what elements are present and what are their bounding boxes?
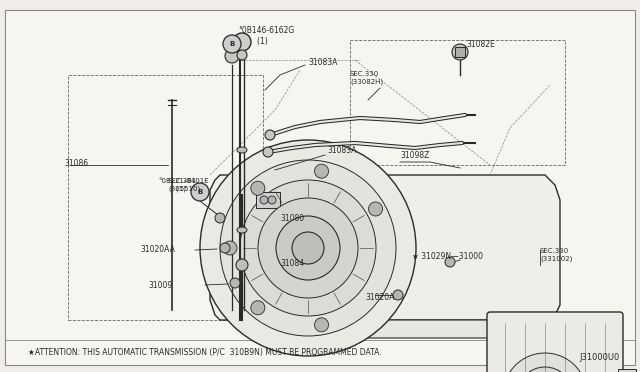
Circle shape	[258, 198, 358, 298]
Text: SEC.330
(331002): SEC.330 (331002)	[540, 248, 572, 262]
FancyBboxPatch shape	[487, 312, 623, 372]
Circle shape	[215, 213, 225, 223]
Text: 31080: 31080	[280, 214, 304, 222]
Polygon shape	[210, 175, 560, 320]
Circle shape	[260, 196, 268, 204]
Ellipse shape	[237, 227, 247, 233]
Bar	[455, 47, 465, 57]
Circle shape	[233, 33, 251, 51]
Circle shape	[517, 367, 573, 372]
Text: 31083A: 31083A	[308, 58, 337, 67]
Circle shape	[452, 44, 468, 60]
Circle shape	[220, 160, 396, 336]
Text: 31020AA: 31020AA	[140, 246, 175, 254]
Circle shape	[220, 243, 230, 253]
Text: SEC.381
(305510): SEC.381 (305510)	[168, 178, 200, 192]
Circle shape	[237, 50, 247, 60]
Circle shape	[230, 278, 240, 288]
Circle shape	[263, 147, 273, 157]
Ellipse shape	[237, 147, 247, 153]
Circle shape	[314, 164, 328, 178]
Circle shape	[292, 232, 324, 264]
Bar	[618, 369, 636, 372]
Circle shape	[393, 290, 403, 300]
Circle shape	[268, 196, 276, 204]
Circle shape	[236, 259, 248, 271]
Circle shape	[223, 241, 237, 255]
Circle shape	[369, 202, 383, 216]
Circle shape	[251, 181, 265, 195]
Text: ★ATTENTION: THIS AUTOMATIC TRANSMISSION (P/C  310B9N) MUST BE PROGRAMMED DATA.: ★ATTENTION: THIS AUTOMATIC TRANSMISSION …	[28, 349, 381, 357]
Text: 31009: 31009	[148, 280, 172, 289]
Circle shape	[276, 216, 340, 280]
Text: °08121-0401E
        (1): °08121-0401E (1)	[158, 178, 209, 192]
Text: B: B	[197, 189, 203, 195]
Text: ★ 31029N—31000: ★ 31029N—31000	[412, 251, 483, 260]
Text: B: B	[229, 41, 235, 47]
Circle shape	[265, 130, 275, 140]
Circle shape	[314, 318, 328, 332]
Circle shape	[225, 49, 239, 63]
Text: °0B146-6162G
        (1): °0B146-6162G (1)	[238, 26, 294, 46]
Polygon shape	[275, 320, 495, 338]
Circle shape	[445, 257, 455, 267]
Circle shape	[191, 183, 209, 201]
Text: 31083A: 31083A	[327, 145, 356, 154]
Circle shape	[223, 35, 241, 53]
Text: SEC.330
(33082H): SEC.330 (33082H)	[350, 71, 383, 85]
Text: 31082E: 31082E	[466, 39, 495, 48]
Text: 31086: 31086	[64, 158, 88, 167]
Text: 31020A: 31020A	[365, 294, 394, 302]
Bar	[350, 40, 565, 165]
Circle shape	[503, 353, 587, 372]
Circle shape	[251, 301, 265, 315]
Text: 31098Z: 31098Z	[400, 151, 429, 160]
Circle shape	[200, 140, 416, 356]
Text: J31000U0: J31000U0	[580, 353, 620, 362]
Bar	[256, 192, 280, 208]
Bar	[68, 75, 263, 320]
Text: 31084: 31084	[280, 260, 304, 269]
Circle shape	[240, 180, 376, 316]
